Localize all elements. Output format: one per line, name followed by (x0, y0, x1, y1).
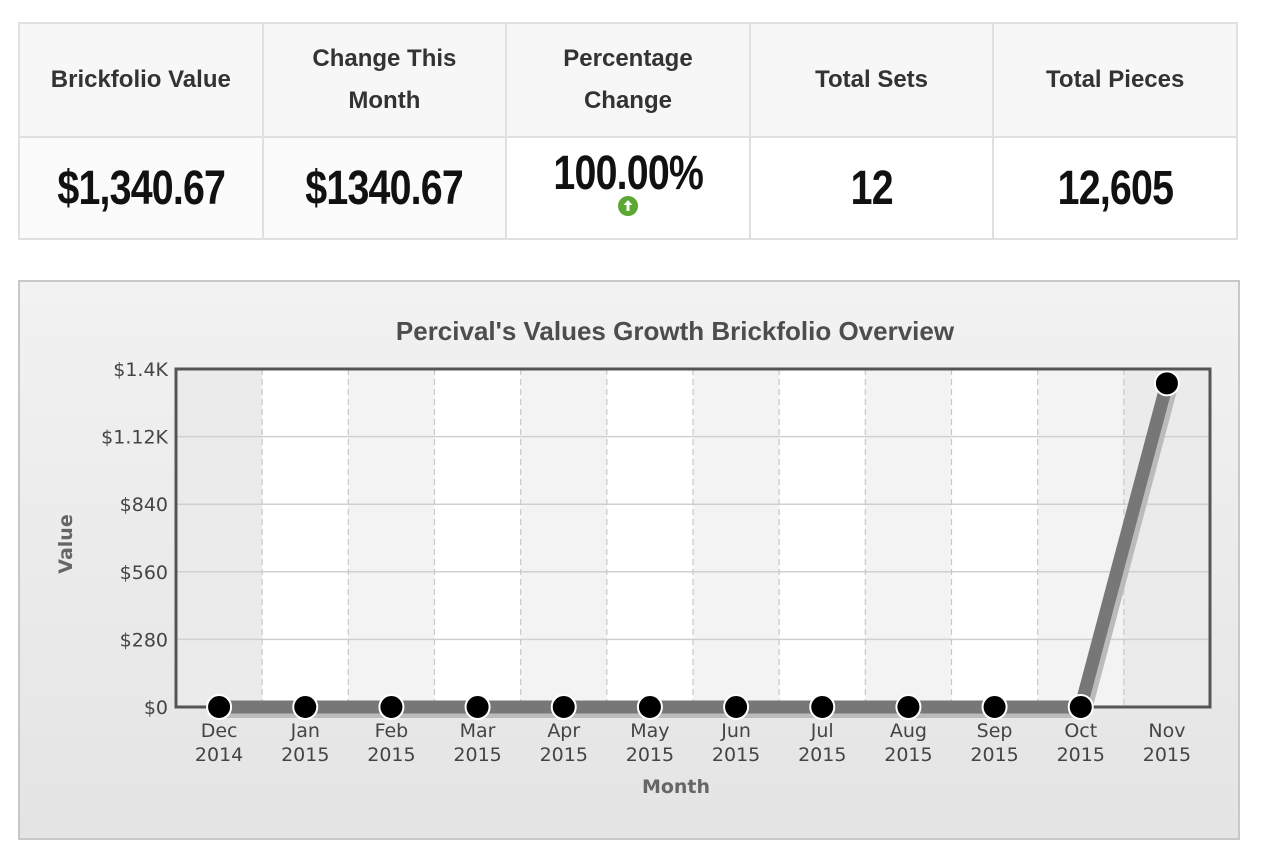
plot-band (951, 369, 1038, 707)
y-tick-label: $0 (144, 697, 168, 719)
series-line (212, 376, 1174, 714)
total-pieces-cell: 12,605 (992, 136, 1238, 240)
x-tick-label-month: May (630, 720, 669, 742)
values-growth-chart: Percival's Values Growth Brickfolio Over… (55, 316, 1212, 798)
data-point (378, 694, 405, 720)
x-tick-label-year: 2015 (453, 744, 501, 766)
percentage-change-wrap: 100.00% (507, 146, 749, 217)
plot-band (434, 369, 521, 707)
y-tick-label: $840 (120, 494, 168, 516)
x-tick-label-month: Apr (547, 720, 580, 742)
x-tick-label-month: Oct (1064, 720, 1097, 742)
y-tick-label: $1.4K (113, 359, 168, 381)
change-this-month-value: $1340.67 (305, 161, 464, 215)
x-tick-label-year: 2015 (1143, 744, 1191, 766)
stats-table: Brickfolio Value Change This Month Perce… (18, 22, 1238, 240)
x-axis-label: Month (642, 776, 710, 798)
change-this-month-cell: $1340.67 (261, 136, 508, 240)
chart-panel: Percival's Values Growth Brickfolio Over… (18, 280, 1240, 840)
stats-values-row: $1,340.67 $1340.67 100.00% 12 12,605 (18, 136, 1238, 240)
brickfolio-value-header: Brickfolio Value (18, 22, 264, 138)
x-tick-label-year: 2015 (884, 744, 932, 766)
total-pieces-header: Total Pieces (992, 22, 1238, 138)
y-tick-label: $280 (120, 629, 168, 651)
data-point (550, 694, 577, 720)
brickfolio-value-cell: $1,340.67 (18, 136, 264, 240)
plot-band (176, 369, 263, 707)
x-tick-label-year: 2015 (798, 744, 846, 766)
x-tick-label-year: 2015 (626, 744, 674, 766)
data-point (1067, 694, 1094, 720)
stats-header-row: Brickfolio Value Change This Month Perce… (18, 22, 1238, 138)
percentage-change-header: Percentage Change (505, 22, 751, 138)
brickfolio-value: $1,340.67 (56, 161, 226, 215)
plot-band (865, 369, 952, 707)
total-sets-value: 12 (850, 161, 894, 215)
data-point (809, 694, 836, 720)
x-tick-label-year: 2015 (540, 744, 588, 766)
chart-title: Percival's Values Growth Brickfolio Over… (396, 316, 955, 346)
y-tick-label: $1.12K (101, 427, 168, 449)
percentage-change-header-text: Percentage Change (563, 45, 693, 114)
total-sets-header: Total Sets (748, 22, 995, 138)
y-axis-label: Value (55, 514, 77, 573)
x-tick-label-month: Mar (460, 720, 496, 742)
data-point (464, 694, 491, 720)
x-tick-label-year: 2015 (712, 744, 760, 766)
data-point (206, 694, 233, 720)
x-tick-label-month: Aug (890, 720, 927, 742)
plot-band (348, 369, 435, 707)
arrow-up-circle-icon (617, 195, 638, 216)
x-tick-label-month: Dec (201, 720, 238, 742)
percentage-change-cell: 100.00% (505, 136, 751, 240)
x-tick-label-year: 2015 (367, 744, 415, 766)
x-tick-label-year: 2014 (195, 744, 243, 766)
data-point (292, 694, 319, 720)
total-pieces-value: 12,605 (1057, 161, 1173, 215)
data-point (1153, 370, 1180, 397)
plot-band (1037, 369, 1124, 707)
plot-band (779, 369, 866, 707)
plot-band (693, 369, 780, 707)
x-tick-label-month: Feb (375, 720, 409, 742)
total-sets-cell: 12 (748, 136, 995, 240)
change-this-month-header-text: Change This Month (312, 45, 457, 114)
x-tick-label-year: 2015 (281, 744, 329, 766)
plot-band (520, 369, 607, 707)
data-point (636, 694, 663, 720)
data-point (723, 694, 750, 720)
change-this-month-header: Change This Month (261, 22, 508, 138)
data-point (895, 694, 922, 720)
x-tick-label-month: Jul (810, 720, 834, 742)
percentage-change-value: 100.00% (553, 146, 703, 200)
x-tick-label-month: Jan (290, 720, 320, 742)
x-tick-label-month: Sep (977, 720, 1013, 742)
y-tick-label: $560 (120, 562, 168, 584)
x-tick-label-month: Jun (720, 720, 751, 742)
x-tick-label-month: Nov (1148, 720, 1185, 742)
x-tick-label-year: 2015 (1057, 744, 1105, 766)
data-point (981, 694, 1008, 720)
plot-band (262, 369, 349, 707)
x-tick-label-year: 2015 (970, 744, 1018, 766)
plot-band (606, 369, 693, 707)
